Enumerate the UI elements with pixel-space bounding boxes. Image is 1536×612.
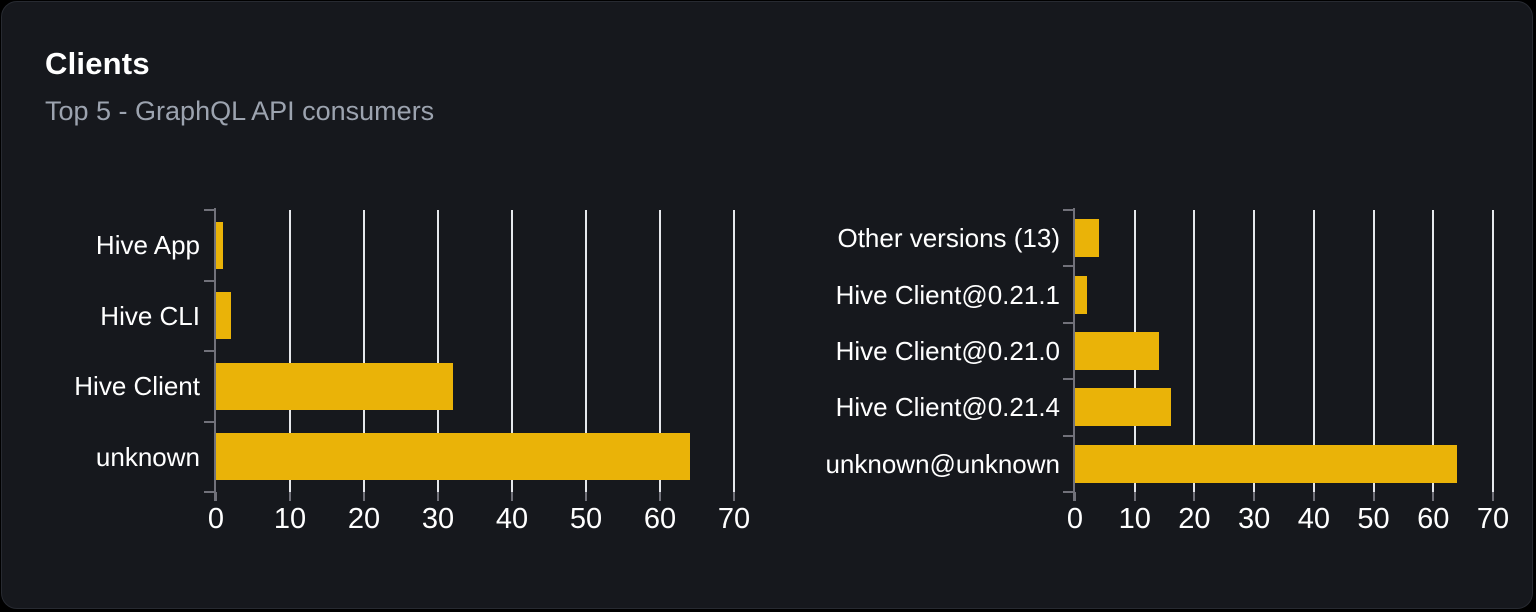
x-axis-tick-label: 60 [643, 503, 677, 535]
x-axis-tick-label: 10 [273, 503, 307, 535]
x-axis-tick-label: 60 [1417, 503, 1450, 535]
bar-hive-client-0-21-4[interactable] [1075, 388, 1171, 427]
category-label: Hive Client [74, 371, 200, 402]
y-axis-tick [204, 350, 215, 352]
bar-hive-app[interactable] [216, 221, 224, 269]
x-axis-tick [1492, 492, 1494, 501]
gridline-70 [733, 210, 735, 492]
category-label: Hive CLI [100, 300, 200, 331]
y-axis-tick [1063, 434, 1074, 437]
x-axis-tick-label: 50 [1357, 503, 1390, 535]
category-label: unknown [95, 441, 200, 472]
x-axis-tick [363, 492, 365, 501]
x-axis-tick [1074, 492, 1076, 501]
x-axis-tick-label: 30 [421, 503, 455, 535]
category-label: Hive App [95, 230, 200, 261]
y-axis-tick [1063, 491, 1074, 493]
y-axis-tick [204, 420, 215, 423]
bar-hive-client-0-21-0[interactable] [1075, 332, 1159, 370]
x-axis-tick [1193, 492, 1196, 501]
x-axis-tick [1372, 492, 1375, 501]
x-axis-tick-label: 40 [495, 503, 529, 535]
panel-title: Clients [45, 46, 150, 81]
category-label: Hive Client@0.21.4 [835, 392, 1060, 423]
x-axis-tick [289, 492, 291, 501]
y-axis-tick [1063, 378, 1074, 381]
category-label: unknown@unknown [825, 448, 1060, 479]
x-axis-tick [659, 492, 661, 501]
x-axis-tick [215, 492, 217, 501]
x-axis-tick-label: 70 [1476, 503, 1510, 535]
y-axis-tick [1063, 209, 1074, 211]
y-axis-tick [204, 279, 215, 282]
x-axis-tick-label: 50 [569, 503, 603, 535]
x-axis-tick-label: 0 [207, 503, 225, 535]
x-axis-tick [511, 492, 513, 501]
x-axis-tick-label: 20 [347, 503, 381, 535]
y-axis-tick [1063, 265, 1074, 268]
bar-other-versions-13-[interactable] [1075, 219, 1099, 258]
y-axis-tick [1063, 321, 1074, 324]
x-axis-tick [1133, 492, 1136, 501]
x-axis-tick-label: 20 [1178, 503, 1211, 535]
panel-header: Clients Top 5 - GraphQL API consumers [45, 46, 434, 127]
x-axis-tick [437, 492, 439, 501]
x-axis-tick [585, 492, 587, 501]
x-axis-tick-label: 40 [1297, 503, 1330, 535]
bar-unknown-unknown[interactable] [1075, 444, 1458, 483]
bar-hive-client-0-21-1[interactable] [1075, 275, 1087, 314]
category-label: Hive Client@0.21.0 [835, 336, 1060, 366]
x-axis-tick [1312, 492, 1315, 501]
panel-subtitle: Top 5 - GraphQL API consumers [45, 96, 435, 126]
x-axis-tick-label: 70 [717, 503, 751, 535]
category-label: Other versions (13) [837, 223, 1060, 254]
category-label: Hive Client@0.21.1 [835, 279, 1060, 310]
bar-hive-cli[interactable] [216, 292, 231, 340]
x-axis-tick-label: 30 [1238, 503, 1271, 535]
x-axis-tick [1432, 492, 1435, 501]
x-axis-tick [733, 492, 735, 501]
gridline-70 [1492, 210, 1494, 492]
y-axis-tick [204, 491, 215, 493]
bar-unknown[interactable] [216, 433, 690, 481]
x-axis-tick-label: 10 [1118, 503, 1151, 535]
bar-hive-client[interactable] [216, 362, 453, 410]
x-axis-tick [1253, 492, 1256, 501]
x-axis-tick-label: 0 [1066, 503, 1084, 535]
y-axis-tick [204, 209, 215, 211]
